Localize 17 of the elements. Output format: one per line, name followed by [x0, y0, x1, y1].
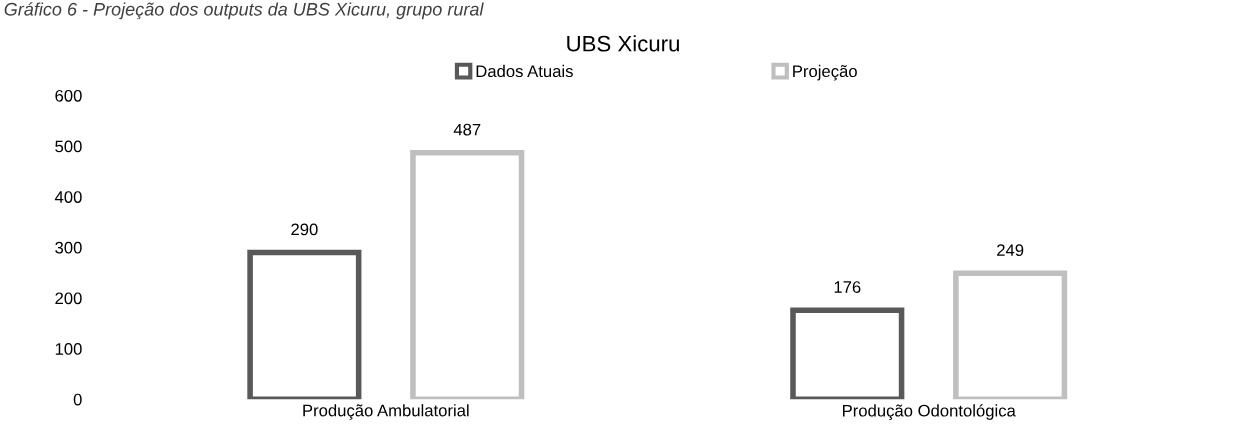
data-label: 176 [834, 281, 861, 293]
x-tick-label: Produção Odontológica [842, 404, 1016, 420]
data-label: 487 [453, 123, 481, 136]
y-tick-label: 500 [55, 140, 82, 153]
data-label: 249 [997, 244, 1024, 257]
chart-title: UBS Xicuru [567, 35, 679, 52]
text: Gráfico 6 - Projeção dos outputs da UBS Xicuru, grupo rural [4, 2, 484, 20]
y-tick-label: 0 [73, 393, 82, 406]
y-tick-label: 200 [55, 292, 82, 305]
y-tick-label: 100 [55, 343, 82, 355]
y-tick-label: 600 [55, 89, 82, 102]
x-tick-label: Produção Ambulatorial [303, 404, 469, 420]
y-tick-label: 400 [54, 191, 82, 203]
y-tick-label: 300 [55, 241, 82, 254]
data-label: 290 [291, 223, 318, 236]
legend-label: Dados Atuais [476, 64, 573, 78]
legend-label: Projeção [793, 64, 857, 81]
